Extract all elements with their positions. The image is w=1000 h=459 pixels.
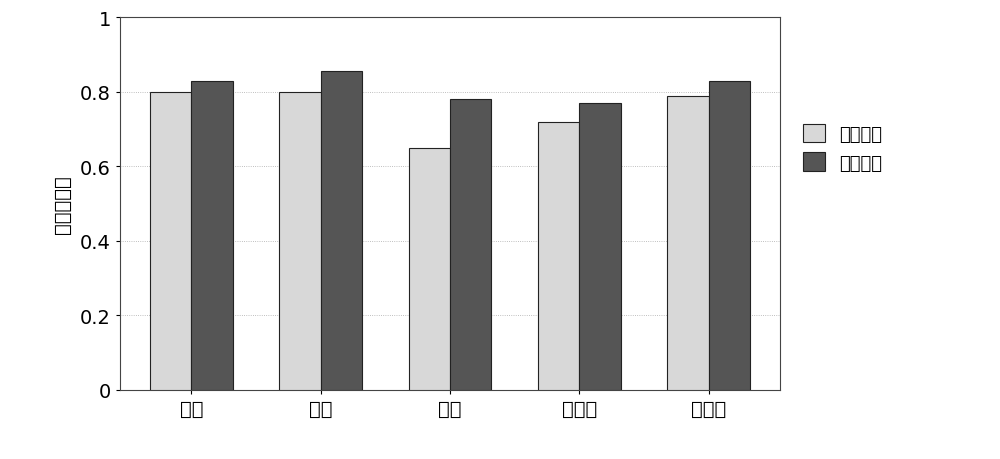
- Bar: [191, 82, 233, 390]
- Bar: [579, 104, 621, 390]
- Bar: [538, 123, 579, 390]
- Bar: [150, 93, 191, 390]
- Bar: [321, 72, 362, 390]
- Y-axis label: 相关系数值: 相关系数值: [53, 175, 72, 234]
- Bar: [409, 149, 450, 390]
- Bar: [709, 82, 750, 390]
- Bar: [667, 96, 709, 390]
- Bar: [450, 100, 491, 390]
- Bar: [279, 93, 321, 390]
- Legend: 默认算法, 综合算法: 默认算法, 综合算法: [796, 118, 889, 179]
